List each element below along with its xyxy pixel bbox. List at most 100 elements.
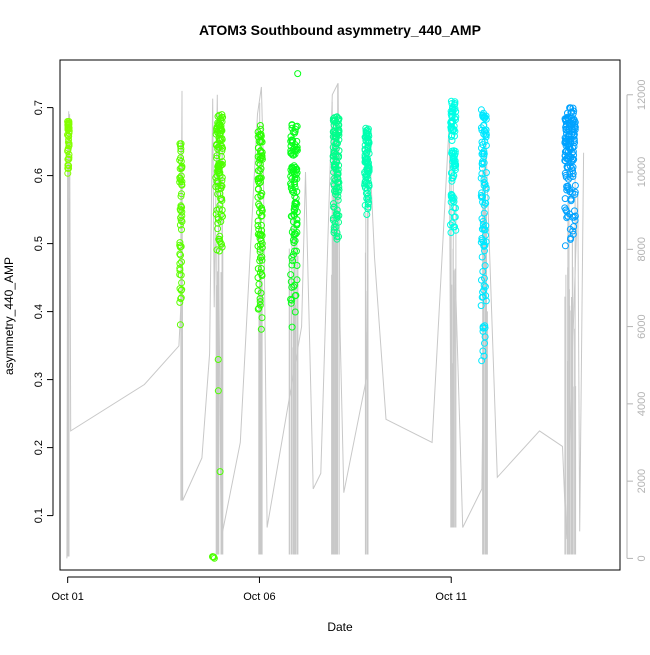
- y2-tick-label: 0: [636, 555, 648, 561]
- data-point: [178, 286, 186, 294]
- data-point: [218, 243, 226, 251]
- data-point: [215, 205, 223, 213]
- data-point: [334, 188, 342, 196]
- data-point: [479, 141, 487, 149]
- data-point: [288, 261, 296, 269]
- data-point: [363, 165, 371, 173]
- data-point: [561, 152, 569, 159]
- data-point: [290, 239, 298, 247]
- data-point: [330, 229, 338, 237]
- data-point: [176, 239, 184, 247]
- data-point: [479, 217, 487, 225]
- data-point: [256, 248, 264, 256]
- data-point: [288, 121, 296, 129]
- data-point: [210, 554, 218, 562]
- data-point: [214, 387, 222, 395]
- data-point: [288, 323, 296, 331]
- data-point: [289, 128, 297, 136]
- data-point: [287, 278, 295, 286]
- data-point: [178, 190, 185, 198]
- data-point: [480, 147, 488, 155]
- data-point: [255, 200, 263, 208]
- y2-tick-label: 4000: [636, 392, 648, 416]
- data-point: [218, 135, 226, 142]
- data-point: [365, 167, 373, 175]
- data-point: [176, 205, 184, 213]
- y-tick-label: 0.4: [33, 304, 45, 319]
- data-point: [478, 159, 486, 167]
- data-point: [333, 170, 341, 178]
- y2-tick-label: 8000: [636, 237, 648, 261]
- data-point: [448, 137, 456, 144]
- data-point: [177, 154, 185, 162]
- data-point: [290, 206, 298, 213]
- data-point: [561, 169, 569, 177]
- plot-box: [59, 59, 621, 571]
- data-point: [293, 188, 301, 196]
- data-point: [217, 239, 225, 247]
- data-point: [216, 468, 224, 476]
- data-point: [254, 287, 262, 295]
- x-tick-label: Oct 11: [435, 591, 467, 603]
- data-point: [330, 200, 337, 208]
- data-point: [65, 151, 73, 158]
- data-point: [329, 157, 337, 164]
- data-point: [254, 222, 262, 229]
- data-point: [176, 241, 184, 249]
- data-point: [335, 233, 342, 241]
- data-point: [335, 121, 343, 129]
- data-point: [218, 213, 226, 220]
- data-point: [293, 216, 301, 224]
- data-point: [481, 283, 489, 291]
- data-point: [256, 167, 264, 175]
- data-point: [256, 298, 264, 306]
- data-point: [216, 172, 224, 180]
- data-point: [256, 122, 264, 129]
- data-point: [364, 159, 372, 167]
- data-point: [569, 227, 577, 235]
- data-point: [290, 168, 298, 176]
- data-point: [569, 156, 577, 164]
- data-point: [334, 139, 341, 147]
- data-point: [567, 195, 575, 203]
- data-point: [292, 199, 300, 207]
- data-point: [176, 165, 184, 173]
- data-point: [329, 115, 337, 123]
- data-point: [287, 295, 295, 303]
- data-point: [448, 219, 456, 227]
- data-point: [256, 301, 264, 309]
- data-point: [480, 282, 488, 290]
- data-point: [569, 109, 577, 117]
- data-point: [288, 124, 296, 132]
- data-point: [212, 183, 220, 191]
- data-point: [329, 133, 337, 141]
- data-point: [479, 288, 487, 296]
- y2-tick-label: 2000: [636, 469, 648, 493]
- data-point: [569, 116, 577, 124]
- data-point: [216, 169, 224, 177]
- data-point: [562, 206, 570, 214]
- data-point: [293, 200, 301, 208]
- data-point: [65, 142, 73, 150]
- y-tick-label: 0.7: [33, 100, 45, 115]
- data-point: [334, 196, 342, 204]
- data-point: [477, 302, 485, 310]
- data-point: [287, 137, 295, 145]
- x-axis: Oct 01 Oct 06 Oct 11: [51, 576, 467, 603]
- data-point: [363, 211, 371, 218]
- data-point: [481, 333, 489, 341]
- data-point: [215, 160, 223, 167]
- data-point: [291, 204, 299, 212]
- data-point: [288, 296, 296, 304]
- data-point: [178, 164, 186, 172]
- data-point: [288, 139, 296, 147]
- data-point: [477, 106, 485, 114]
- data-point: [365, 164, 372, 172]
- data-point: [570, 151, 578, 159]
- data-point: [176, 266, 184, 274]
- data-point: [561, 157, 569, 164]
- data-point: [480, 209, 488, 217]
- data-point: [65, 125, 73, 133]
- points-layer: [64, 70, 579, 562]
